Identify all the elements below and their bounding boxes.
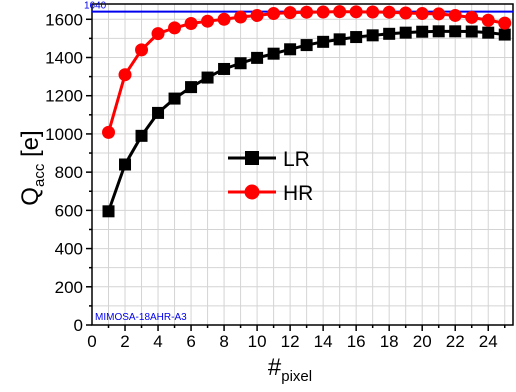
point-lr bbox=[465, 25, 478, 38]
legend-label-lr: LR bbox=[283, 148, 310, 171]
x-tick-label: 4 bbox=[153, 332, 162, 351]
point-hr bbox=[333, 5, 347, 19]
ticks: 0 2 4 6 8 10 12 14 16 18 20 22 240200400600800100012… bbox=[45, 10, 506, 351]
plot-frame bbox=[91, 3, 514, 326]
y-tick-label: 1000 bbox=[45, 125, 83, 144]
y-tick-label: 200 bbox=[55, 278, 83, 297]
y-axis-title-main: Q bbox=[17, 187, 44, 206]
point-hr bbox=[382, 5, 396, 19]
x-tick-label: 2 bbox=[120, 332, 129, 351]
point-lr bbox=[482, 26, 495, 39]
y-tick-label: 800 bbox=[55, 163, 83, 182]
point-hr bbox=[250, 8, 264, 22]
x-tick-label: 18 bbox=[380, 332, 399, 351]
point-hr bbox=[366, 5, 380, 19]
x-axis-title-main: # bbox=[268, 354, 282, 381]
point-lr bbox=[152, 106, 165, 119]
point-hr bbox=[118, 68, 132, 82]
point-lr bbox=[185, 81, 198, 94]
x-tick-label: 10 bbox=[248, 332, 267, 351]
point-lr bbox=[267, 47, 280, 60]
grid bbox=[92, 4, 513, 325]
y-axis-title-sub: acc bbox=[31, 163, 48, 187]
point-lr bbox=[399, 26, 412, 39]
x-tick-label: 6 bbox=[186, 332, 195, 351]
point-lr bbox=[498, 28, 511, 41]
svg-text:Qacc [e]: Qacc [e] bbox=[17, 130, 48, 205]
point-lr bbox=[432, 25, 445, 38]
point-hr bbox=[481, 13, 495, 27]
point-lr bbox=[234, 57, 247, 70]
point-lr bbox=[416, 25, 429, 38]
point-hr bbox=[151, 27, 165, 41]
point-hr bbox=[465, 10, 479, 24]
point-hr bbox=[498, 16, 512, 30]
point-lr bbox=[317, 35, 330, 48]
point-hr bbox=[184, 16, 198, 30]
x-tick-label: 12 bbox=[281, 332, 300, 351]
x-tick-label: 0 bbox=[87, 332, 96, 351]
x-axis-title-sub: pixel bbox=[281, 368, 312, 385]
legend-marker-lr bbox=[245, 151, 259, 165]
point-hr bbox=[217, 12, 231, 26]
point-hr bbox=[316, 5, 330, 19]
point-lr bbox=[119, 158, 132, 171]
y-tick-label: 0 bbox=[74, 316, 83, 335]
series-group bbox=[102, 5, 512, 218]
point-lr bbox=[366, 29, 379, 42]
chip-annotation: MIMOSA-18AHR-A3 bbox=[95, 312, 187, 323]
x-tick-label: 22 bbox=[446, 332, 465, 351]
point-hr bbox=[135, 43, 149, 57]
x-tick-label: 16 bbox=[347, 332, 366, 351]
point-hr bbox=[267, 7, 281, 21]
legend-label-hr: HR bbox=[283, 182, 313, 205]
point-lr bbox=[383, 27, 396, 40]
point-lr bbox=[350, 31, 363, 44]
point-lr bbox=[201, 71, 214, 84]
point-lr bbox=[168, 92, 181, 105]
point-lr bbox=[102, 205, 115, 218]
point-lr bbox=[251, 51, 264, 64]
point-hr bbox=[415, 7, 429, 21]
y-tick-label: 1400 bbox=[45, 49, 83, 68]
point-hr bbox=[448, 8, 462, 22]
point-hr bbox=[168, 21, 182, 35]
x-tick-label: 14 bbox=[314, 332, 333, 351]
point-hr bbox=[201, 14, 215, 28]
reference-line-group: 1640 bbox=[84, 1, 513, 13]
x-tick-label: 20 bbox=[413, 332, 432, 351]
point-hr bbox=[300, 5, 314, 19]
x-tick-label: 8 bbox=[219, 332, 228, 351]
y-tick-label: 1200 bbox=[45, 87, 83, 106]
point-hr bbox=[349, 5, 363, 19]
point-lr bbox=[135, 129, 148, 142]
point-lr bbox=[449, 25, 462, 38]
legend: LR HR bbox=[228, 148, 313, 205]
point-hr bbox=[432, 7, 446, 21]
point-lr bbox=[218, 62, 231, 75]
y-tick-label: 600 bbox=[55, 201, 83, 220]
x-axis-title: #pixel bbox=[268, 354, 312, 385]
point-hr bbox=[283, 6, 297, 20]
point-lr bbox=[300, 39, 313, 52]
point-hr bbox=[102, 125, 116, 139]
y-tick-label: 400 bbox=[55, 240, 83, 259]
point-lr bbox=[284, 43, 297, 56]
y-axis-title-unit: [e] bbox=[17, 130, 44, 157]
x-tick-label: 24 bbox=[479, 332, 498, 351]
reference-line-label: 1640 bbox=[84, 1, 107, 12]
y-tick-label: 1600 bbox=[45, 10, 83, 29]
point-lr bbox=[333, 33, 346, 46]
point-hr bbox=[234, 10, 248, 24]
y-axis-title: Qacc [e] bbox=[17, 130, 48, 205]
point-hr bbox=[399, 6, 413, 20]
legend-marker-hr bbox=[244, 184, 260, 200]
